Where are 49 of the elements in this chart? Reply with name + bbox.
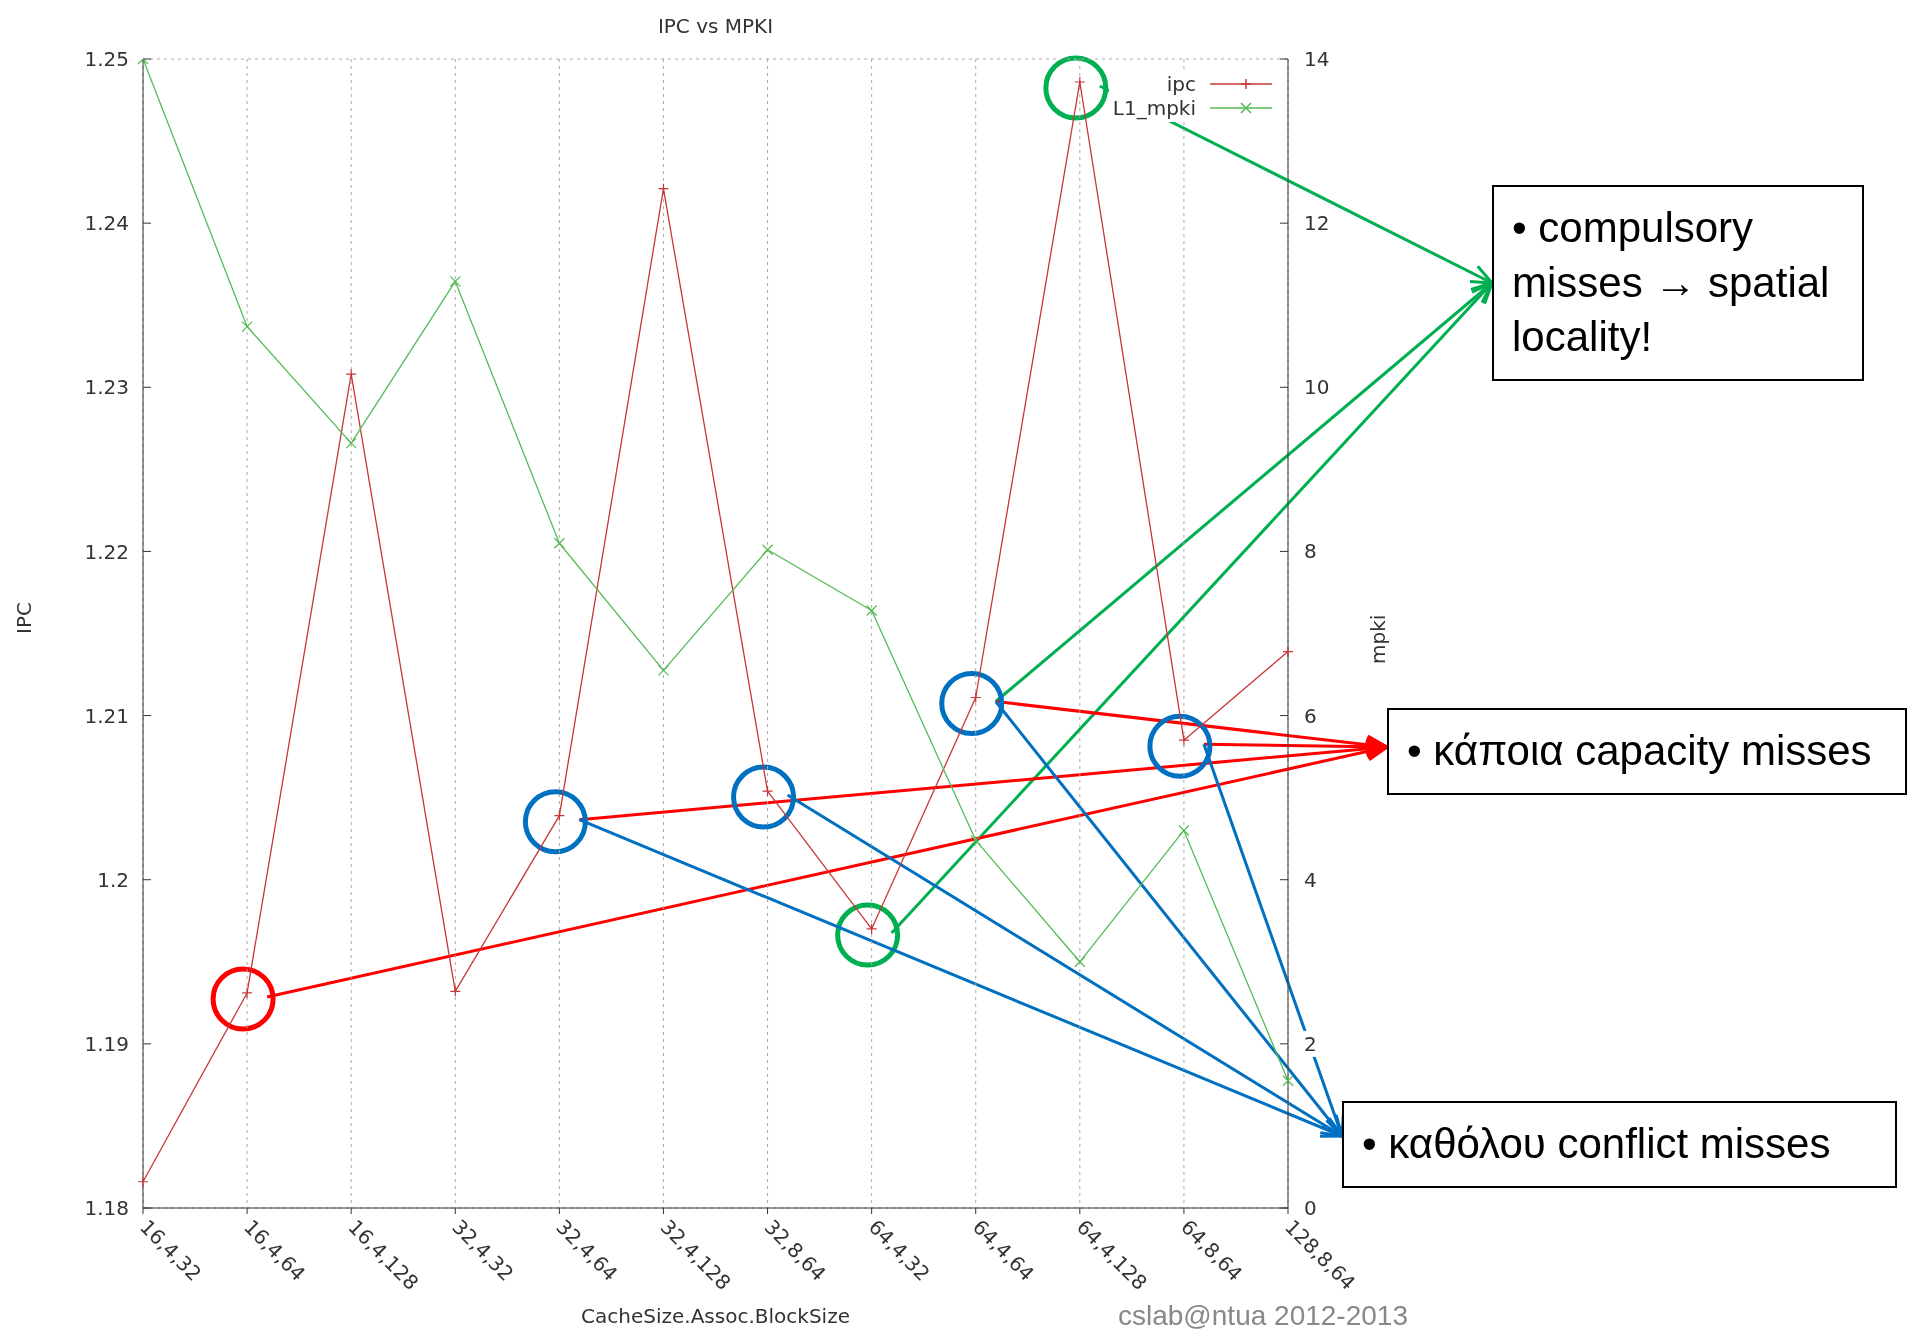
text: cslab@ntua 2012-2013 xyxy=(1118,1300,1408,1332)
point xyxy=(657,664,670,677)
y-tick-label: 1.21 xyxy=(84,703,129,728)
legend-label: ipc xyxy=(1166,72,1196,96)
point xyxy=(1178,734,1190,746)
y-tick-label: 1.23 xyxy=(84,375,129,400)
text: • καθόλου conflict misses xyxy=(1342,1101,1897,1188)
point xyxy=(866,604,878,617)
y-tick-label: 1.24 xyxy=(84,211,129,236)
x-axis-title: CacheSize.Assoc.BlockSize xyxy=(581,1304,850,1328)
y-tick-label: 1.25 xyxy=(84,47,129,72)
y2-tick-label: 0 xyxy=(1304,1196,1317,1220)
point xyxy=(761,544,774,556)
point xyxy=(345,437,357,449)
text: • κάποια capacity misses xyxy=(1387,708,1907,795)
point xyxy=(449,275,461,288)
point xyxy=(449,985,461,997)
y2-tick-label: 10 xyxy=(1304,375,1330,400)
point xyxy=(241,320,253,333)
point xyxy=(241,987,253,999)
point xyxy=(1178,824,1190,837)
point xyxy=(970,834,982,846)
y2-axis-title: mpki xyxy=(1366,614,1390,664)
point xyxy=(657,183,670,195)
y2-tick-label: 2 xyxy=(1304,1031,1317,1056)
point xyxy=(866,923,878,935)
point xyxy=(970,691,982,704)
y-tick-label: 1.22 xyxy=(84,539,129,564)
point xyxy=(1074,956,1086,968)
chart-title: IPC vs MPKI xyxy=(656,14,775,38)
y2-tick-label: 8 xyxy=(1304,539,1317,564)
point xyxy=(553,537,565,549)
y2-tick-label: 6 xyxy=(1304,703,1317,728)
point xyxy=(1282,1075,1294,1087)
y2-tick-label: 4 xyxy=(1304,867,1317,892)
y2-tick-label: 12 xyxy=(1304,211,1330,236)
point xyxy=(137,1176,149,1188)
point xyxy=(345,368,357,380)
legend-label: L1_mpki xyxy=(1112,96,1196,120)
point xyxy=(1282,645,1294,658)
y-tick-label: 1.2 xyxy=(97,867,129,892)
y-tick-label: 1.18 xyxy=(84,1196,129,1221)
point xyxy=(1074,76,1086,88)
y-tick-label: 1.19 xyxy=(84,1031,129,1056)
y-axis-title: IPC xyxy=(12,601,36,634)
text: • compulsory misses → spatial locality! xyxy=(1492,185,1864,381)
point xyxy=(761,785,774,797)
y2-tick-label: 14 xyxy=(1304,47,1330,71)
point xyxy=(553,810,565,822)
